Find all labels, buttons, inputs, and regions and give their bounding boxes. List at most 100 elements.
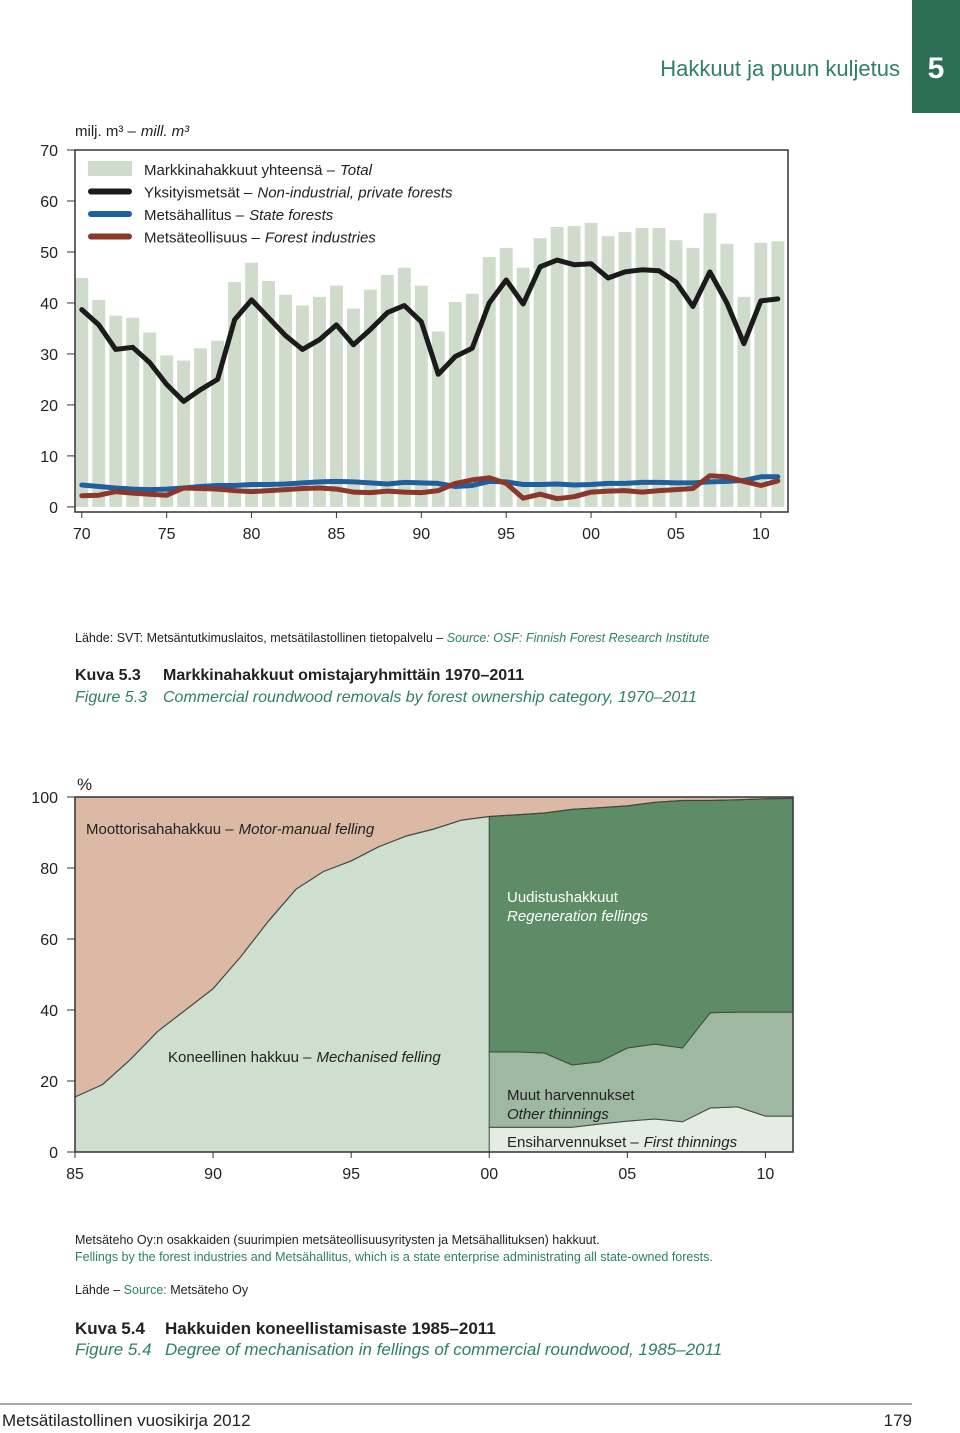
caption-label-en: Figure 5.4 [75, 1340, 152, 1359]
bar [313, 296, 326, 507]
area-label-en: Regeneration fellings [507, 908, 648, 925]
y-tick-label: 70 [40, 143, 58, 160]
chapter-number: 5 [928, 52, 945, 85]
y-tick-label: 50 [40, 245, 58, 262]
y-tick-label: 0 [49, 1145, 58, 1162]
area-label-fi: Muut harvennukset [507, 1087, 635, 1104]
bar [448, 301, 462, 507]
source-en: Source: OSF: Finnish Forest Research Ins… [447, 631, 710, 645]
bar [363, 289, 377, 507]
note-en: Fellings by the forest industries and Me… [75, 1250, 713, 1264]
y-tick-label: 40 [40, 296, 58, 313]
bar [92, 299, 106, 507]
line-series [79, 473, 781, 502]
bar [279, 294, 292, 507]
bar [177, 360, 191, 507]
bar [143, 332, 157, 507]
y-tick-label: 60 [40, 194, 58, 211]
legend-label: Markkinahakkuut yhteensä – Total [144, 162, 373, 179]
area-label: Uudistushakkuut Regeneration fellings [507, 889, 648, 925]
area-label-fi: Ensiharvennukset – [507, 1134, 639, 1151]
bar [686, 247, 700, 507]
bar [635, 228, 649, 507]
bar [652, 228, 666, 507]
area-label: Muut harvennukset Other thinnings [507, 1087, 635, 1123]
legend-label-en: Total [340, 162, 373, 179]
bar [618, 232, 632, 507]
bar [584, 222, 598, 507]
footer-publication: Metsätilastollinen vuosikirja 2012 [2, 1411, 251, 1430]
area-label: Moottorisahahakkuu – Motor-manual felling [86, 821, 375, 838]
x-tick-label: 80 [243, 526, 261, 543]
x-tick-label: 85 [66, 1166, 84, 1183]
bar [126, 317, 140, 507]
x-tick-label: 10 [756, 1166, 774, 1183]
area-label-en: Mechanised felling [316, 1049, 441, 1066]
legend-swatch [88, 161, 132, 176]
y-tick-label: 100 [31, 790, 58, 807]
bar [296, 305, 309, 507]
legend-label-en: State forests [249, 207, 334, 224]
bar [75, 277, 89, 507]
bar [601, 236, 615, 507]
legend-label-en: Non-industrial, private forests [257, 185, 453, 202]
bar [567, 225, 581, 507]
mechanised-area [75, 816, 490, 1152]
bar [771, 241, 785, 507]
plot-frame [74, 796, 794, 1153]
x-tick-label: 75 [158, 526, 176, 543]
bar [194, 348, 208, 507]
y-axis-label-en: mill. m³ [141, 123, 190, 140]
area-label-fi: Moottorisahahakkuu – [86, 821, 234, 838]
bar [499, 247, 513, 507]
bar [754, 242, 768, 507]
bar [245, 262, 259, 507]
area-label-en: First thinnings [644, 1134, 738, 1151]
bar [380, 274, 394, 507]
source: Lähde – Source: Metsäteho Oy [75, 1283, 249, 1297]
caption-title-en: Degree of mechanisation in fellings of c… [165, 1340, 722, 1359]
header-title: Hakkuut ja puun kuljetus [660, 56, 900, 81]
page-number: 179 [884, 1411, 912, 1430]
bar [703, 213, 717, 507]
caption-label: Kuva 5.4 [75, 1319, 145, 1338]
legend-label: Metsähallitus – State forests [144, 207, 334, 224]
y-tick-label: 40 [40, 1003, 58, 1020]
legend-label-fi: Yksityismetsät – [144, 185, 253, 202]
x-tick-label: 70 [73, 526, 91, 543]
x-tick-label: 05 [618, 1166, 636, 1183]
legend-label: Yksityismetsät – Non-industrial, private … [144, 185, 453, 202]
bar [465, 293, 479, 507]
legend-label-fi: Metsähallitus – [144, 207, 245, 224]
bar [109, 315, 123, 507]
bar [533, 238, 547, 507]
x-tick-label: 90 [412, 526, 430, 543]
source-name: Metsäteho Oy [170, 1283, 249, 1297]
bar [346, 308, 360, 507]
y-axis-label: milj. m³ – mill. m³ [75, 123, 190, 140]
source-en: Source: [124, 1283, 167, 1297]
x-tick-label: 00 [480, 1166, 498, 1183]
source-fi: Lähde – [75, 1283, 120, 1297]
bar [737, 296, 751, 507]
legend-label-en: Forest industries [265, 230, 376, 247]
mechanised-line [74, 797, 794, 1098]
caption-label: Kuva 5.3 [75, 667, 141, 684]
y-tick-label: 0 [49, 500, 58, 517]
bar [414, 285, 428, 507]
x-tick-label: 95 [342, 1166, 360, 1183]
plot-frame [74, 149, 789, 513]
y-tick-label: 10 [40, 449, 58, 466]
x-tick-label: 00 [582, 526, 600, 543]
caption-title: Hakkuiden koneellistamisaste 1985–2011 [165, 1319, 496, 1338]
chapter-box [912, 0, 960, 113]
area-label-en: Other thinnings [507, 1106, 609, 1123]
bar [550, 226, 564, 507]
bar [669, 240, 683, 507]
bar [160, 355, 174, 507]
y-axis-label: % [77, 775, 92, 794]
bar [482, 257, 496, 507]
y-axis-label-fi: milj. m³ – [75, 123, 136, 140]
